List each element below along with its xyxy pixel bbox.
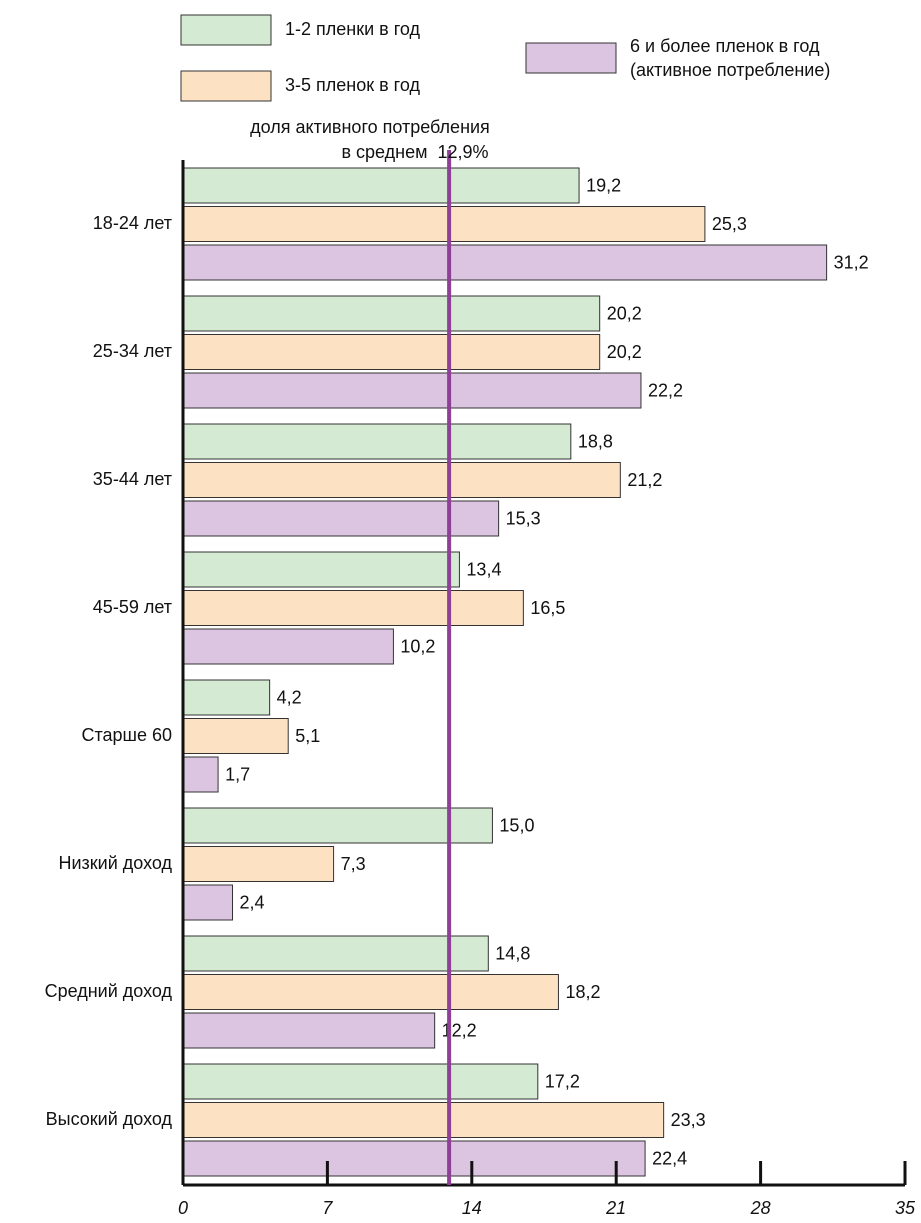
- x-tick-label: 0: [178, 1198, 188, 1218]
- legend-label: 3-5 пленок в год: [285, 75, 420, 95]
- value-label: 5,1: [295, 726, 320, 746]
- bar: [182, 807, 493, 844]
- bar: [182, 423, 572, 460]
- category-label: 18-24 лет: [93, 213, 172, 233]
- value-label: 4,2: [277, 687, 302, 707]
- reference-label: доля активного потребления: [250, 117, 490, 137]
- bar: [182, 628, 394, 665]
- category-label: Средний доход: [45, 981, 173, 1001]
- value-label: 15,3: [506, 508, 541, 528]
- legend-label: 1-2 пленки в год: [285, 19, 420, 39]
- x-tick-label: 14: [462, 1198, 482, 1218]
- category-label: Старше 60: [81, 725, 172, 745]
- value-label: 15,0: [499, 815, 534, 835]
- bar: [182, 244, 828, 281]
- value-label: 16,5: [530, 598, 565, 618]
- reference-label: в среднем 12,9%: [341, 142, 488, 162]
- bar: [182, 462, 621, 498]
- value-label: 22,4: [652, 1148, 687, 1168]
- bar: [182, 679, 271, 716]
- value-label: 7,3: [341, 854, 366, 874]
- bar: [182, 206, 706, 242]
- legend-swatch: [180, 70, 272, 102]
- bar: [182, 334, 601, 370]
- value-label: 1,7: [225, 764, 250, 784]
- bar: [182, 167, 580, 204]
- value-label: 25,3: [712, 214, 747, 234]
- value-label: 2,4: [240, 892, 265, 912]
- value-label: 31,2: [834, 252, 869, 272]
- value-label: 21,2: [627, 470, 662, 490]
- category-label: 45-59 лет: [93, 597, 172, 617]
- legend-swatch: [525, 42, 617, 74]
- value-label: 20,2: [607, 303, 642, 323]
- category-label: Высокий доход: [46, 1109, 173, 1129]
- bar: [182, 935, 489, 972]
- bar: [182, 1063, 539, 1100]
- bar: [182, 590, 524, 626]
- bar: [182, 974, 559, 1010]
- bar: [182, 551, 460, 588]
- bar: [182, 1012, 436, 1049]
- bar: [182, 372, 642, 409]
- value-label: 17,2: [545, 1071, 580, 1091]
- value-label: 23,3: [671, 1110, 706, 1130]
- value-label: 12,2: [442, 1020, 477, 1040]
- bar: [182, 846, 335, 882]
- value-label: 14,8: [495, 943, 530, 963]
- bar: [182, 295, 601, 332]
- category-label: Низкий доход: [58, 853, 172, 873]
- value-label: 22,2: [648, 380, 683, 400]
- value-label: 18,2: [565, 982, 600, 1002]
- value-label: 10,2: [400, 636, 435, 656]
- x-tick-label: 7: [322, 1198, 333, 1218]
- bar: [182, 756, 219, 793]
- bar: [182, 884, 234, 921]
- bar: [182, 1140, 646, 1177]
- category-label: 35-44 лет: [93, 469, 172, 489]
- value-label: 20,2: [607, 342, 642, 362]
- value-label: 18,8: [578, 431, 613, 451]
- x-tick-label: 35: [895, 1198, 916, 1218]
- legend-label: 6 и более пленок в год (активное потребле…: [630, 36, 830, 80]
- value-label: 13,4: [466, 559, 501, 579]
- bar: [182, 500, 500, 537]
- category-label: 25-34 лет: [93, 341, 172, 361]
- legend-swatch: [180, 14, 272, 46]
- bar: [182, 1102, 665, 1138]
- x-tick-label: 21: [605, 1198, 626, 1218]
- bar: [182, 718, 289, 754]
- x-tick-label: 28: [750, 1198, 771, 1218]
- value-label: 19,2: [586, 175, 621, 195]
